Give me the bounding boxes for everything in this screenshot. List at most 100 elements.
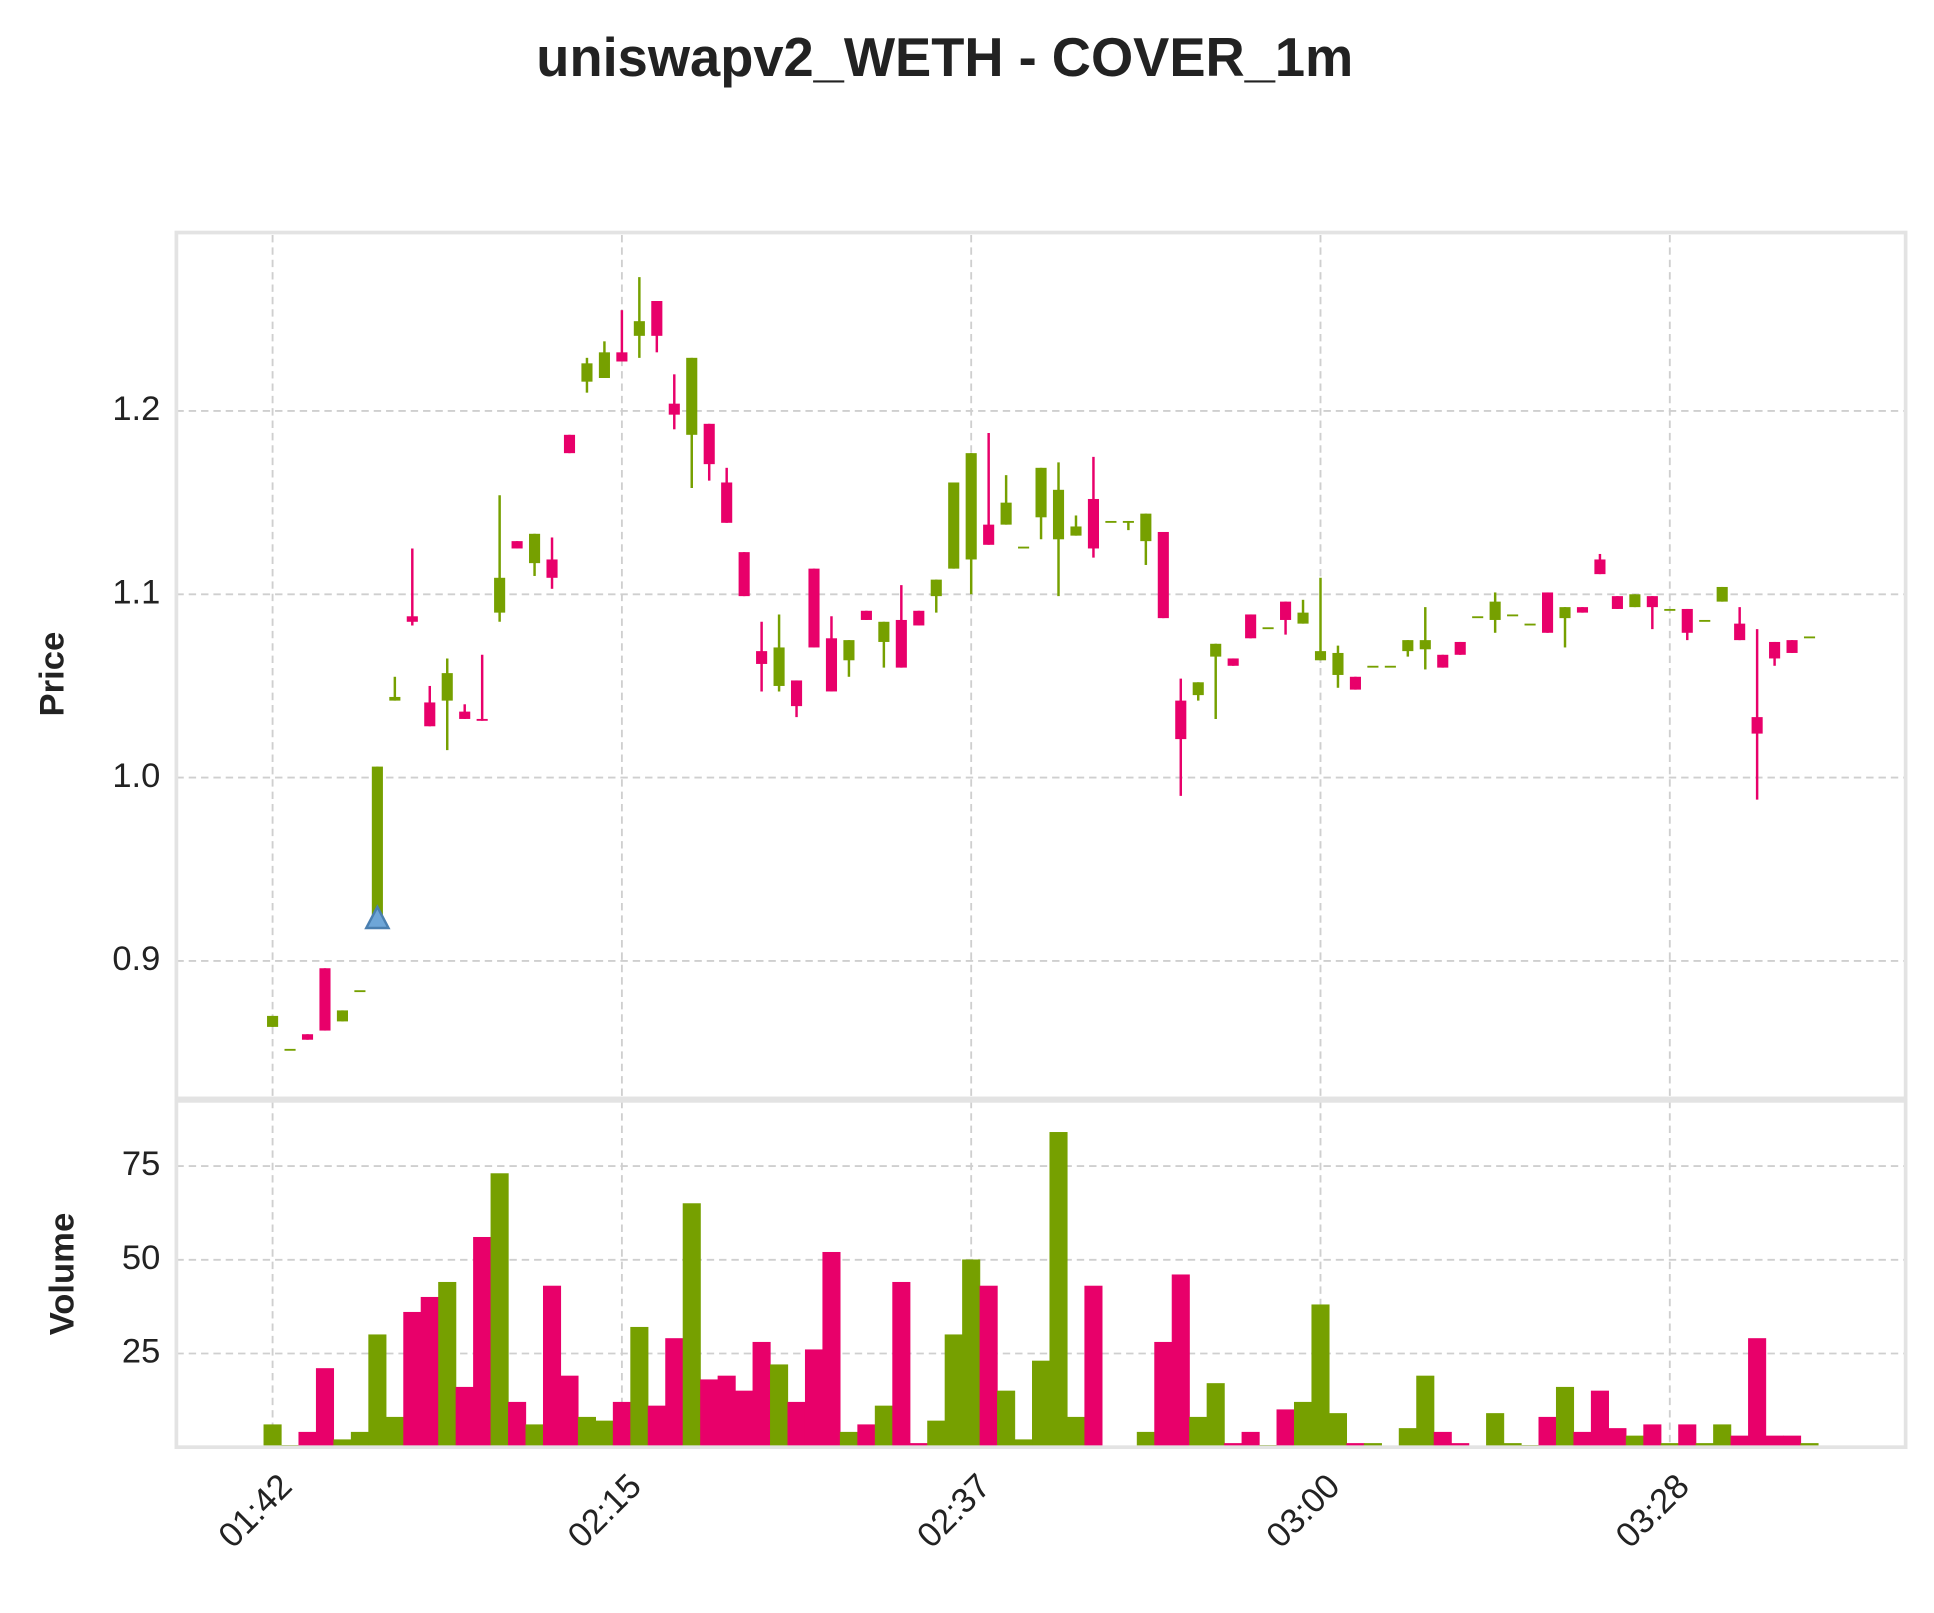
candle-body [371, 766, 383, 921]
volume-bar [385, 1416, 404, 1448]
volume-bar [350, 1431, 369, 1448]
volume-bar [752, 1341, 771, 1448]
volume-bar [1136, 1431, 1155, 1448]
candle-body [1052, 489, 1065, 540]
candle-body [459, 711, 471, 719]
candle-body [389, 696, 401, 701]
volume-bar [874, 1405, 893, 1448]
candle-body [476, 718, 488, 721]
volume-bar [804, 1349, 824, 1448]
volume-bar [665, 1338, 684, 1448]
volume-bar [857, 1424, 876, 1448]
candle-body [1157, 531, 1169, 619]
candle-body [1629, 594, 1641, 608]
candle-body [1192, 682, 1204, 696]
volume-bar [403, 1311, 422, 1448]
volume-bar [839, 1431, 858, 1448]
volume-panel-frame [174, 1099, 1908, 1450]
candle-body [825, 638, 838, 692]
candle-body [424, 702, 436, 727]
candle-body [913, 610, 925, 626]
candle-body [668, 403, 680, 415]
volume-bar [892, 1281, 911, 1448]
volume-bar [1293, 1401, 1313, 1448]
candle-body [1280, 601, 1292, 620]
candle-body [1419, 640, 1431, 650]
volume-bar [717, 1375, 736, 1448]
candle-body [756, 651, 768, 664]
candle-body [1699, 619, 1711, 622]
candle-body [686, 357, 698, 435]
candle-body [1035, 467, 1047, 518]
volume-bar [1573, 1431, 1592, 1448]
candle-body [511, 541, 523, 549]
candle-body [1018, 546, 1030, 549]
volume-bar [1328, 1413, 1348, 1448]
volume-bar [822, 1251, 841, 1448]
candle-body [1751, 717, 1763, 734]
candle-body [1803, 636, 1816, 639]
candle-body [983, 524, 995, 545]
candle-body [494, 577, 506, 613]
volume-bar [944, 1334, 963, 1448]
candle-body [965, 453, 977, 560]
candle-body [354, 990, 366, 993]
volume-bar [1066, 1416, 1086, 1448]
volume-bar [525, 1424, 544, 1448]
volume-bar [979, 1285, 998, 1448]
volume-tick-label: 25 [122, 1333, 160, 1371]
candle-body [563, 434, 576, 454]
volume-bar [962, 1259, 981, 1448]
candle-body [773, 647, 785, 686]
candle-body [1367, 665, 1379, 668]
volume-bar [263, 1424, 282, 1448]
volume-bar [473, 1236, 492, 1448]
candle-body [1402, 640, 1414, 652]
volume-bar [1713, 1424, 1732, 1448]
candle-body [1559, 607, 1571, 619]
candle-body [721, 482, 733, 523]
volume-bar [1416, 1375, 1435, 1448]
candle-body [546, 559, 558, 578]
volume-bar [770, 1364, 789, 1448]
candle-body [1664, 608, 1676, 611]
y-tick-label: 1.1 [112, 573, 160, 611]
volume-bar [1590, 1390, 1609, 1448]
volume-bar [298, 1431, 317, 1448]
candle-body [1716, 586, 1728, 602]
candle-body [843, 640, 855, 661]
volume-bar [630, 1326, 649, 1448]
candle-body [1245, 614, 1257, 639]
candle-body [1576, 607, 1589, 613]
candle-body [1646, 596, 1658, 608]
volume-bar [997, 1390, 1016, 1448]
candle-body [1541, 592, 1554, 633]
candle-body [808, 568, 820, 648]
candle-body [1384, 665, 1396, 668]
candle-body [616, 352, 628, 362]
volume-bar [1206, 1383, 1225, 1448]
candle-body [633, 321, 645, 336]
volume-bar [455, 1386, 474, 1448]
candle-body [930, 579, 942, 597]
price-panel-frame [174, 230, 1908, 1101]
volume-axis-label: Volume [43, 1213, 81, 1336]
volume-bar [595, 1420, 614, 1448]
candle-body [1140, 513, 1152, 542]
volume-tick-label: 75 [122, 1145, 160, 1183]
candle-body [1314, 651, 1327, 661]
candle-body [284, 1048, 296, 1051]
volume-bar [542, 1285, 562, 1448]
candle-body [406, 616, 418, 622]
y-axis-label: Price [33, 632, 71, 717]
volume-bar [420, 1296, 439, 1448]
volume-bar [927, 1420, 946, 1448]
candle-body [441, 673, 453, 701]
candle-body [1611, 596, 1623, 609]
candle-body [1087, 498, 1100, 549]
candle-body [790, 680, 803, 707]
chart-title: uniswapv2_WETH - COVER_1m [536, 27, 1353, 88]
candle-body [1175, 700, 1187, 740]
